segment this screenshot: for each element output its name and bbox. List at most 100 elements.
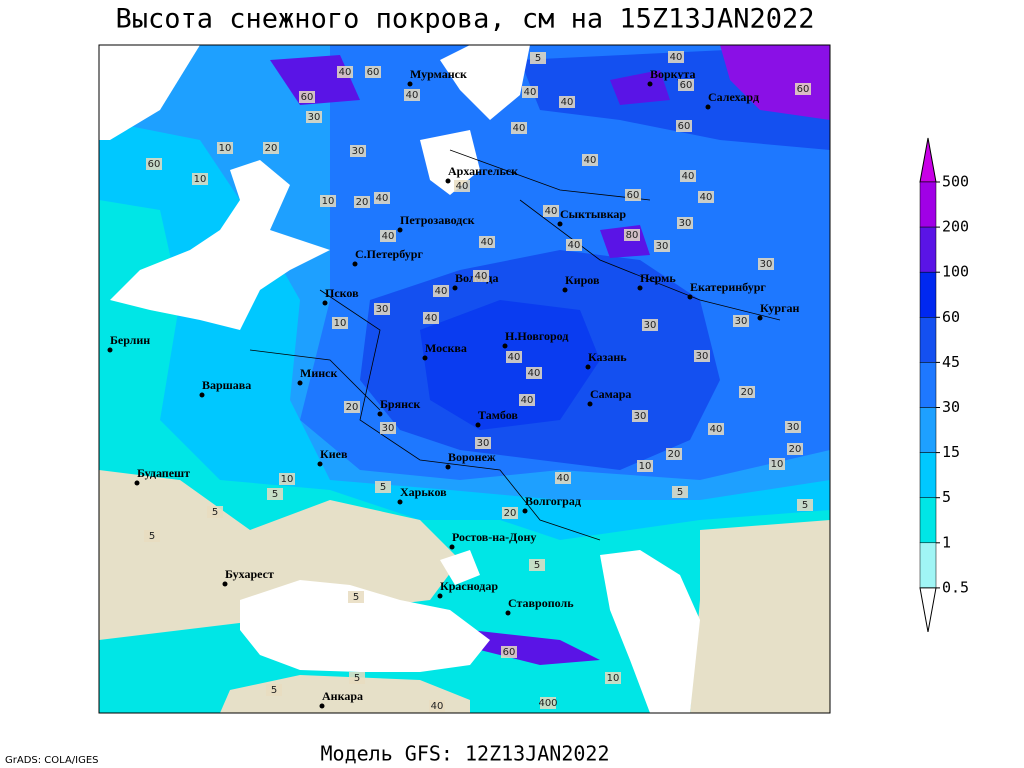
city-dot <box>475 422 481 428</box>
city-dot <box>449 544 455 550</box>
label-box <box>374 303 390 315</box>
label-box <box>795 83 811 95</box>
city-dot <box>317 461 323 467</box>
city-label: Минск <box>300 366 337 380</box>
label-box <box>263 142 279 154</box>
contour-label: 40 <box>425 313 438 324</box>
contour-label: 400 <box>538 698 557 709</box>
city-dot <box>107 347 113 353</box>
legend-swatch <box>919 317 937 363</box>
legend-swatch <box>919 271 937 318</box>
label-box <box>637 460 653 472</box>
label-box <box>555 472 571 484</box>
label-box <box>267 488 283 500</box>
city-dot <box>557 221 563 227</box>
contour-label: 40 <box>682 171 695 182</box>
label-box <box>680 170 696 182</box>
contour-label: 60 <box>148 159 161 170</box>
legend-tick-label: 5 <box>942 488 951 506</box>
city-label: Краснодар <box>440 579 498 593</box>
label-box <box>785 421 801 433</box>
city-label: Воркута <box>650 67 695 81</box>
city-dot <box>502 343 508 349</box>
label-box <box>423 312 439 324</box>
city-label: Н.Новгород <box>505 329 568 343</box>
city-label: Сыктывкар <box>560 207 626 221</box>
contour-label: 40 <box>700 192 713 203</box>
label-box <box>337 66 353 78</box>
city-label: Казань <box>588 350 627 364</box>
city-label: Бухарест <box>225 567 274 581</box>
contour-label: 40 <box>406 90 419 101</box>
city-label: Курган <box>760 301 800 315</box>
contour-label: 60 <box>680 80 693 91</box>
contour-label: 10 <box>771 459 784 470</box>
contour-label: 20 <box>356 197 369 208</box>
contour-label: 30 <box>634 411 647 422</box>
contour-label: 30 <box>787 422 800 433</box>
contour-label: 10 <box>607 673 620 684</box>
legend-swatch <box>919 362 937 408</box>
label-box <box>479 236 495 248</box>
city-label: Ростов-на-Дону <box>452 530 536 544</box>
contour-label: 40 <box>584 155 597 166</box>
contour-label: 20 <box>346 402 359 413</box>
contour-label: 30 <box>477 438 490 449</box>
legend-swatch <box>919 542 937 589</box>
city-label: Мурманск <box>410 67 467 81</box>
contour-label: 5 <box>272 489 278 500</box>
contour-label: 40 <box>456 181 469 192</box>
contour-label: 60 <box>301 92 314 103</box>
label-box <box>306 111 322 123</box>
label-box <box>404 89 420 101</box>
contour-label: 10 <box>322 196 335 207</box>
label-box <box>668 51 684 63</box>
city-label: Тамбов <box>478 408 518 422</box>
contour-label: 40 <box>376 193 389 204</box>
contour-label: 30 <box>382 423 395 434</box>
contour-label: 80 <box>626 230 639 241</box>
label-box <box>519 394 535 406</box>
label-box <box>797 499 813 511</box>
city-dot <box>687 294 693 300</box>
contour-label: 5 <box>354 673 360 684</box>
city-dot <box>757 315 763 321</box>
label-box <box>146 158 162 170</box>
city-dot <box>199 392 205 398</box>
credit: GrADS: COLA/IGES <box>5 755 99 766</box>
contour-label: 10 <box>639 461 652 472</box>
contour-label: 5 <box>212 507 218 518</box>
contour-label: 40 <box>528 368 541 379</box>
legend-swatch <box>919 181 937 228</box>
label-box <box>380 422 396 434</box>
contour-label: 40 <box>561 97 574 108</box>
city-label: С.Петербург <box>355 247 423 261</box>
legend-tick-label: 0.5 <box>942 578 969 596</box>
legend-swatch <box>919 452 937 498</box>
city-label: Петрозаводск <box>400 213 475 227</box>
contour-label: 40 <box>545 206 558 217</box>
label-box <box>787 443 803 455</box>
label-box <box>207 506 223 518</box>
label-box <box>708 423 724 435</box>
legend-tick-label: 200 <box>942 218 969 236</box>
city-dot <box>437 593 443 599</box>
contour-label: 10 <box>281 474 294 485</box>
city-dot <box>705 104 711 110</box>
contour-label: 40 <box>710 424 723 435</box>
legend-swatch <box>919 497 937 544</box>
contour-label: 40 <box>557 473 570 484</box>
label-box <box>625 189 641 201</box>
city-dot <box>637 285 643 291</box>
contour-label: 5 <box>802 500 808 511</box>
label-box <box>526 367 542 379</box>
legend-arrow-top <box>919 137 937 183</box>
label-box <box>429 700 445 712</box>
contour-label: 30 <box>696 351 709 362</box>
contour-label: 60 <box>627 190 640 201</box>
label-box <box>473 270 489 282</box>
contour-label: 40 <box>481 237 494 248</box>
city-label: Берлин <box>110 333 150 347</box>
label-box <box>332 317 348 329</box>
